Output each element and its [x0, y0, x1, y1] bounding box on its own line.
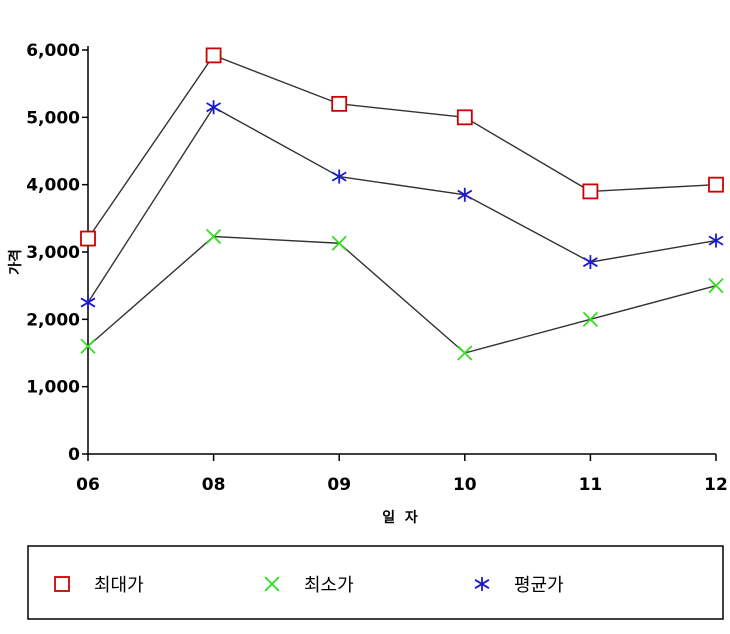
x-tick-label: 11: [579, 475, 603, 495]
y-tick-label: 1,000: [26, 378, 80, 398]
series-line-2: [87, 106, 717, 303]
data-point-2-1: [206, 100, 222, 115]
data-point-2-5: [708, 233, 724, 248]
data-point-0-0: [80, 230, 96, 247]
data-point-1-4: [582, 311, 599, 327]
data-point-1-1: [205, 228, 222, 245]
x-tick-label: 10: [453, 475, 477, 495]
legend-label-2: 평균가: [514, 575, 564, 596]
data-point-1-5: [708, 278, 724, 294]
y-tick-label: 2,000: [26, 310, 80, 330]
legend-marker-0: [54, 576, 70, 592]
data-point-2-4: [582, 255, 598, 270]
legend-label-1: 최소가: [304, 575, 354, 596]
legend-label-0: 최대가: [94, 575, 144, 596]
legend-marker-2: [474, 577, 490, 591]
series-line-1: [87, 235, 717, 354]
data-point-1-0: [80, 338, 96, 354]
y-tick-label: 0: [68, 445, 80, 465]
data-point-2-2: [331, 169, 347, 184]
y-axis-title: 가격: [7, 249, 24, 275]
data-point-1-2: [331, 235, 347, 251]
x-tick-label: 06: [76, 475, 100, 495]
y-tick-label: 3,000: [26, 243, 80, 263]
data-point-0-1: [205, 47, 222, 64]
x-tick-label: 12: [704, 475, 728, 495]
data-point-0-5: [708, 176, 724, 193]
series-line-0: [87, 54, 717, 239]
data-point-0-3: [456, 109, 473, 126]
data-point-0-4: [582, 183, 599, 200]
data-point-1-3: [457, 345, 473, 361]
legend-box: [27, 545, 724, 620]
data-point-2-0: [80, 295, 96, 310]
y-tick-label: 6,000: [26, 41, 80, 61]
legend-marker-1: [264, 576, 280, 592]
x-tick-label: 09: [327, 475, 351, 495]
data-point-2-3: [457, 187, 473, 202]
x-axis-title: 일 자: [382, 510, 418, 526]
data-point-0-2: [331, 95, 348, 112]
y-tick-label: 5,000: [26, 108, 80, 128]
y-tick-label: 4,000: [26, 176, 80, 196]
x-tick-label: 08: [202, 475, 226, 495]
